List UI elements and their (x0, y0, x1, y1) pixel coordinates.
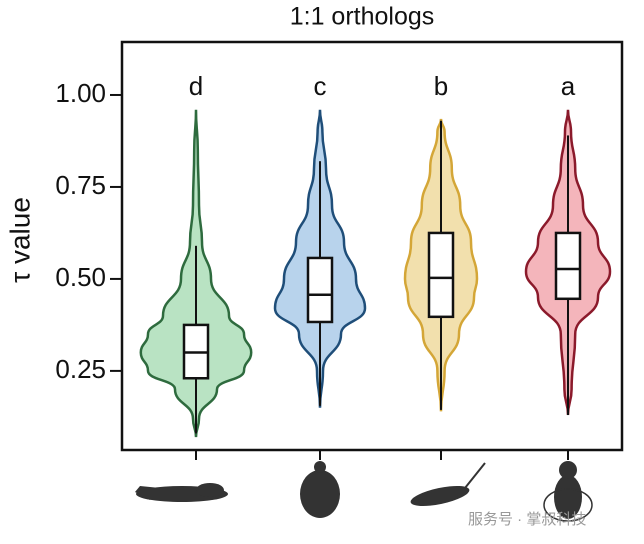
group-letter: c (314, 71, 327, 101)
fly-icon (543, 461, 593, 522)
icons (135, 461, 593, 522)
y-axis-title: τ value (4, 197, 35, 283)
y-tick-label: 0.75 (55, 170, 106, 200)
beetle-icon (300, 461, 340, 518)
group-letter: b (434, 71, 448, 101)
y-tick-label: 1.00 (55, 78, 106, 108)
group-letter: a (561, 71, 576, 101)
y-tick-label: 0.50 (55, 262, 106, 292)
group-letter: d (189, 71, 203, 101)
box (427, 231, 455, 319)
chart-title: 1:1 orthologs (290, 3, 435, 31)
box (306, 256, 334, 324)
plot-frame (120, 40, 624, 452)
box (554, 231, 582, 301)
larva-icon (410, 462, 486, 507)
watermark: 服务号 · 掌叔科技 (468, 511, 586, 528)
y-tick-label: 0.25 (55, 354, 106, 384)
grasshopper-icon (135, 483, 228, 502)
